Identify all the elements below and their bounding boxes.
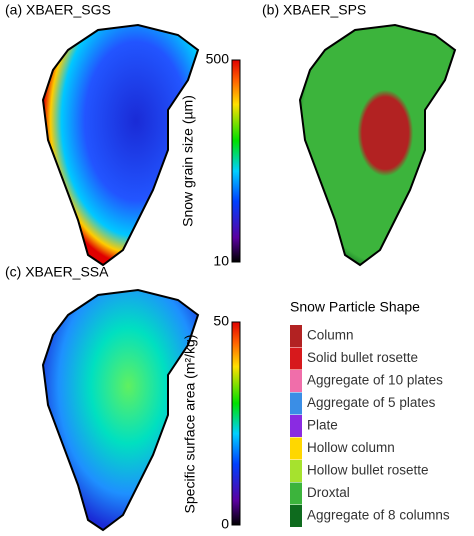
legend-swatch xyxy=(290,460,302,482)
legend-swatch xyxy=(290,482,302,505)
panel-title: (a) XBAER_SGS xyxy=(5,2,111,18)
panel-title: (b) XBAER_SPS xyxy=(262,2,366,18)
colorbar xyxy=(231,321,241,526)
colorbar-tick-label: 50 xyxy=(213,313,229,329)
legend-label: Aggregate of 5 plates xyxy=(307,395,436,410)
legend-title: Snow Particle Shape xyxy=(290,299,420,315)
colorbar-label: Specific surface area (m²/kg) xyxy=(182,335,198,514)
map-b xyxy=(299,24,456,266)
map-a xyxy=(42,24,199,266)
legend-label: Aggregate of 8 columns xyxy=(307,508,450,523)
legend-swatch xyxy=(290,437,302,460)
legend-label: Column xyxy=(307,328,354,343)
legend-label: Hollow bullet rosette xyxy=(307,463,429,478)
legend-swatch xyxy=(290,347,302,370)
legend-swatch xyxy=(290,370,302,392)
legend-label: Solid bullet rosette xyxy=(307,350,418,365)
legend-swatch xyxy=(290,325,302,347)
legend-swatch xyxy=(290,505,302,527)
legend-label: Plate xyxy=(307,418,338,433)
legend-label: Aggregate of 10 plates xyxy=(307,373,443,388)
colorbar-tick-label: 0 xyxy=(221,516,229,532)
legend-swatch xyxy=(290,415,302,437)
legend-swatch xyxy=(290,392,302,415)
colorbar-tick-label: 500 xyxy=(206,51,230,67)
colorbar xyxy=(231,59,241,263)
colorbar-tick-label: 10 xyxy=(213,253,229,269)
colorbar-label: Snow grain size (µm) xyxy=(180,95,196,227)
legend-label: Droxtal xyxy=(307,485,350,500)
map-c xyxy=(42,289,199,531)
legend-label: Hollow column xyxy=(307,440,395,455)
panel-title: (c) XBAER_SSA xyxy=(5,264,109,280)
